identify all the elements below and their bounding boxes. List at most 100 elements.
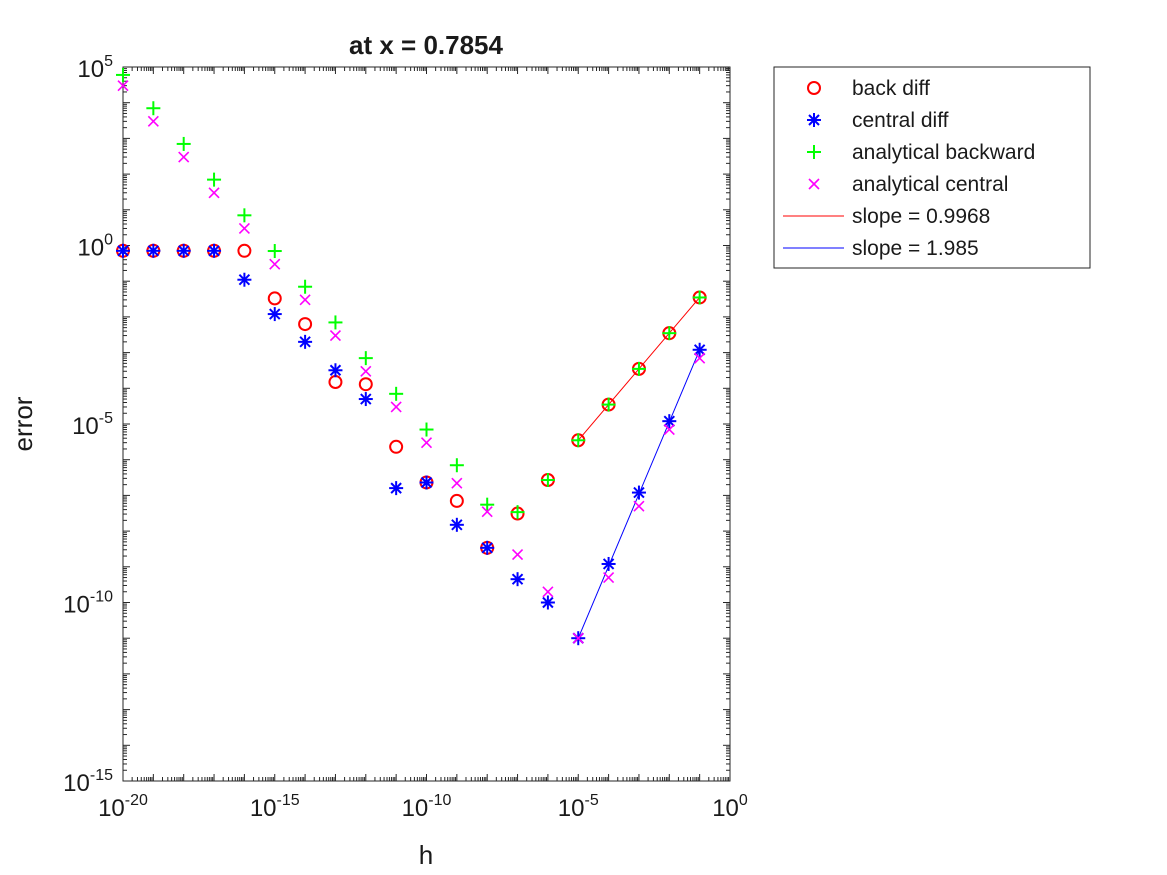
data-point — [298, 317, 313, 332]
legend-label: central diff — [852, 109, 949, 132]
data-point — [419, 422, 434, 437]
data-point — [419, 475, 434, 490]
series-analytical-central — [117, 80, 706, 644]
data-point — [328, 363, 343, 378]
data-point — [633, 500, 645, 512]
data-point — [663, 423, 675, 436]
data-point — [511, 549, 524, 561]
legend-entry: back diff — [807, 77, 930, 100]
series-analytical-backward — [116, 67, 707, 520]
data-markers — [116, 67, 707, 646]
data-point — [176, 136, 191, 151]
data-point — [510, 572, 525, 587]
data-point — [360, 365, 372, 377]
x-tick-label: 10-20 — [98, 792, 148, 822]
data-point — [147, 115, 159, 127]
legend-symbol — [807, 113, 821, 127]
data-point — [178, 151, 190, 163]
data-point — [117, 80, 129, 92]
data-point — [237, 208, 252, 223]
data-point — [662, 326, 677, 341]
data-point — [358, 351, 373, 366]
x-axis-label: h — [419, 840, 433, 870]
data-point — [420, 437, 433, 449]
legend-entry: analytical central — [808, 173, 1008, 196]
data-point — [571, 433, 586, 448]
data-point — [176, 243, 191, 258]
y-tick-label: 10-15 — [63, 767, 113, 797]
data-point — [358, 377, 373, 392]
data-point — [572, 632, 584, 644]
data-point — [449, 517, 464, 532]
data-point — [146, 101, 161, 116]
y-tick-label: 105 — [77, 53, 113, 83]
x-tick-label: 10-10 — [402, 792, 452, 822]
data-point — [631, 361, 646, 376]
data-point — [329, 330, 342, 342]
data-point — [116, 67, 130, 82]
x-tick-label: 10-15 — [250, 792, 300, 822]
legend-entries: back diff central diff analytical backward… — [783, 77, 1035, 260]
legend-symbol — [807, 81, 821, 95]
legend-label: analytical central — [852, 173, 1008, 196]
data-point — [601, 556, 616, 571]
data-point — [481, 506, 493, 518]
data-point — [631, 485, 646, 500]
legend-label: slope = 1.985 — [852, 237, 979, 260]
data-point — [389, 481, 404, 496]
data-point — [146, 243, 161, 258]
legend-entry: analytical backward — [807, 141, 1035, 164]
y-axis-label: error — [8, 396, 38, 451]
legend-entry: central diff — [807, 109, 949, 132]
data-point — [692, 290, 707, 305]
legend-symbol — [808, 178, 820, 190]
x-tick-label: 100 — [712, 792, 748, 822]
data-point — [328, 315, 343, 330]
data-point — [510, 505, 525, 520]
legend-label: analytical backward — [852, 141, 1035, 164]
legend: back diff central diff analytical backward… — [773, 66, 1091, 269]
data-point — [267, 244, 282, 259]
data-point — [540, 473, 555, 488]
y-tick-label: 10-10 — [63, 589, 113, 619]
data-point — [540, 595, 555, 610]
y-tick-label: 100 — [77, 232, 113, 262]
y-tick-labels: 10-15 10-10 10-5 100 105 — [63, 53, 113, 797]
x-tick-labels: 10-20 10-15 10-10 10-5 100 — [98, 792, 748, 822]
data-point — [298, 279, 313, 294]
ticks-layer — [122, 66, 731, 782]
legend-label: back diff — [852, 77, 930, 100]
data-point — [267, 291, 282, 306]
data-point — [451, 477, 463, 489]
data-point — [389, 439, 404, 454]
data-point — [694, 352, 706, 364]
data-point — [480, 497, 495, 512]
data-point — [601, 397, 616, 412]
x-tick-label: 10-5 — [558, 792, 599, 822]
data-point — [449, 493, 464, 508]
chart-title: at x = 0.7854 — [349, 30, 503, 60]
data-point — [299, 294, 311, 306]
data-point — [116, 243, 130, 258]
plot-area — [116, 66, 731, 782]
data-point — [237, 243, 252, 258]
legend-entry: slope = 1.985 — [783, 237, 979, 260]
data-point — [267, 307, 282, 322]
data-point — [542, 586, 554, 598]
y-tick-label: 10-5 — [72, 410, 113, 440]
legend-label: slope = 0.9968 — [852, 205, 990, 228]
legend-box — [773, 66, 1091, 269]
data-point — [208, 187, 220, 199]
data-point — [298, 334, 313, 349]
data-point — [480, 540, 495, 555]
data-point — [238, 222, 250, 235]
data-point — [269, 258, 281, 270]
legend-entry: slope = 0.9968 — [783, 205, 990, 228]
data-point — [603, 571, 615, 584]
data-point — [449, 458, 464, 473]
data-point — [237, 272, 252, 287]
data-point — [390, 401, 402, 413]
data-point — [358, 392, 373, 407]
data-point — [692, 342, 707, 357]
